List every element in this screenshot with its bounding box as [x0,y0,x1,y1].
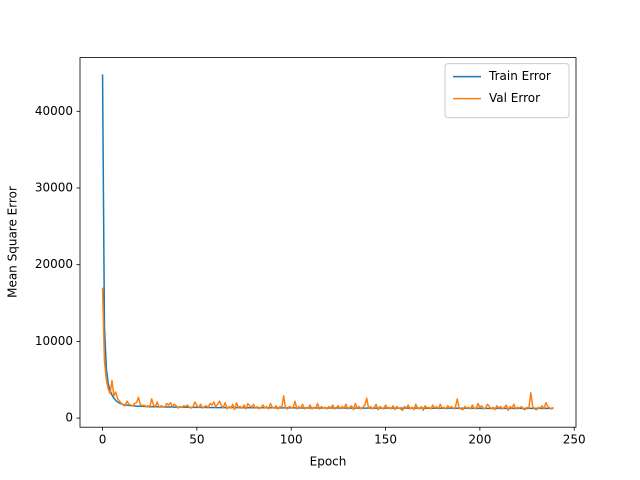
x-tick-label: 0 [99,433,107,447]
x-axis-label: Epoch [310,455,347,469]
series-line [101,287,554,412]
legend-label: Train Error [488,69,551,83]
y-tick-label: 30000 [35,180,73,194]
legend-label: Val Error [489,91,540,105]
y-tick-label: 40000 [35,104,73,118]
y-axis-label: Mean Square Error [6,186,20,298]
x-tick-label: 150 [374,433,397,447]
y-tick-label: 10000 [35,334,73,348]
x-tick-label: 200 [468,433,491,447]
y-tick-label: 20000 [35,257,73,271]
y-tick-label: 0 [65,411,73,425]
series-line [101,74,554,410]
x-tick-label: 250 [563,433,586,447]
x-tick-label: 100 [280,433,303,447]
plot-frame [79,57,577,428]
x-tick-label: 50 [189,433,204,447]
